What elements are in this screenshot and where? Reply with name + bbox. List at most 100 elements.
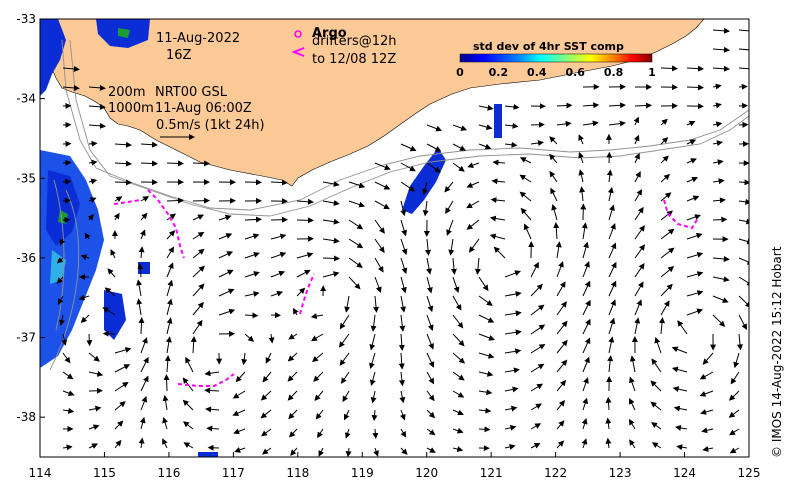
current-arrow (556, 261, 564, 278)
current-arrow (660, 210, 673, 221)
current-arrow (478, 426, 491, 433)
current-arrow (634, 244, 645, 259)
current-arrow (426, 333, 434, 350)
current-arrow (244, 251, 260, 259)
current-arrow (244, 233, 260, 240)
current-arrow (700, 409, 714, 415)
current-arrow (218, 251, 234, 259)
current-arrow (218, 214, 232, 221)
current-arrow (62, 178, 72, 185)
current-arrow (400, 162, 416, 172)
current-arrow (340, 371, 350, 384)
current-arrow (58, 314, 65, 326)
current-arrow (56, 257, 64, 264)
current-arrow (452, 427, 464, 434)
current-arrow (370, 314, 377, 332)
current-arrow (162, 394, 169, 411)
current-arrow (607, 186, 614, 202)
current-arrow (88, 370, 104, 377)
current-arrow (88, 122, 106, 129)
current-arrow (205, 406, 220, 413)
current-arrow (400, 295, 407, 313)
current-arrow (398, 333, 405, 351)
current-arrow (671, 366, 688, 373)
current-arrow (270, 179, 288, 186)
current-arrow (348, 181, 366, 189)
current-arrow (183, 442, 194, 449)
current-arrow (519, 174, 532, 183)
current-arrow (490, 197, 506, 204)
current-arrow (660, 247, 675, 259)
current-arrow (80, 314, 90, 323)
current-arrow (530, 121, 545, 128)
current-arrow (712, 178, 725, 185)
current-arrow (114, 141, 132, 148)
current-arrow (244, 312, 259, 319)
current-arrow (504, 291, 522, 297)
current-arrow (192, 283, 205, 297)
current-arrow (206, 425, 220, 432)
current-arrow (478, 124, 493, 130)
current-arrow (426, 143, 442, 152)
current-arrow (608, 261, 617, 278)
current-arrow (530, 324, 546, 335)
current-arrow (489, 215, 506, 222)
current-arrow (293, 307, 299, 316)
current-arrow (738, 83, 748, 90)
current-arrow (114, 401, 126, 411)
current-arrow (138, 246, 145, 259)
current-arrow (556, 359, 568, 373)
current-arrow (268, 333, 275, 344)
current-arrow (556, 420, 565, 430)
current-arrow (322, 199, 340, 206)
current-arrow (310, 313, 324, 320)
current-arrow (634, 152, 640, 164)
current-arrow (61, 333, 68, 346)
current-arrow (738, 67, 749, 70)
current-arrow (523, 223, 532, 240)
current-arrow (582, 356, 590, 373)
current-arrow (62, 159, 72, 166)
current-arrow (530, 343, 546, 354)
current-arrow (608, 204, 615, 221)
current-arrow (374, 276, 382, 293)
current-arrow (556, 320, 568, 335)
current-arrow (582, 280, 591, 297)
current-arrow (166, 262, 174, 278)
current-arrow (339, 314, 350, 330)
argo-label: Argo (312, 26, 347, 41)
current-arrow (712, 159, 724, 166)
current-arrow (270, 290, 284, 297)
current-arrow (504, 122, 519, 129)
current-arrow (104, 287, 116, 297)
current-arrow (400, 143, 417, 152)
current-arrow (556, 440, 565, 449)
current-arrow (530, 403, 542, 411)
current-arrow (478, 352, 495, 359)
current-arrow (88, 405, 102, 412)
current-arrow (729, 428, 740, 436)
current-arrow (372, 428, 379, 439)
x-tick-label: 120 (415, 466, 438, 480)
current-arrow (712, 27, 730, 34)
credit-label: © IMOS 14-Aug-2022 15:12 Hobart (770, 246, 784, 458)
current-arrow (629, 376, 636, 392)
current-arrow (345, 447, 352, 457)
current-arrow (80, 254, 90, 261)
current-arrow (581, 418, 588, 430)
current-arrow (712, 295, 729, 303)
current-arrow (504, 424, 517, 431)
current-arrow (556, 379, 567, 392)
current-arrow (466, 200, 480, 209)
current-arrow (400, 200, 407, 217)
current-arrow (400, 447, 408, 455)
current-arrow (192, 214, 204, 221)
current-arrow (468, 238, 480, 253)
drifter-legend-icon (291, 47, 305, 57)
current-arrow (287, 390, 298, 401)
current-arrow (651, 358, 662, 373)
y-tick-label: -37 (16, 331, 36, 345)
current-arrow (244, 216, 262, 223)
current-arrow (287, 352, 298, 362)
current-arrow (398, 352, 405, 370)
